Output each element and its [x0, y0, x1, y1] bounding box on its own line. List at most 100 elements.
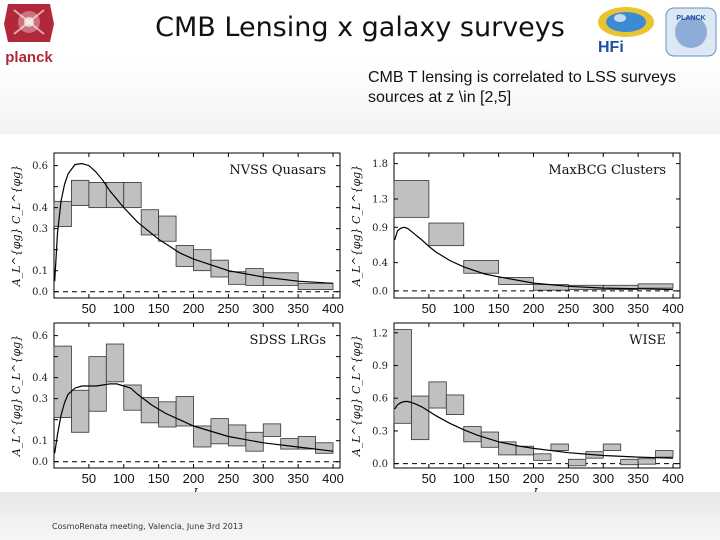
data-bin — [602, 443, 622, 451]
y-tick-label: 1.8 — [372, 159, 388, 170]
data-bin — [637, 283, 674, 289]
y-tick-label: 0.0 — [32, 457, 48, 468]
x-tick-label: 100 — [453, 471, 475, 486]
x-tick-label: 200 — [183, 471, 205, 486]
planck-logo-text: planck — [5, 49, 53, 66]
y-tick-label: 0.3 — [372, 426, 388, 437]
y-axis-label: A_L^{φg} C_L^{φg} — [350, 165, 363, 287]
theory-curve — [394, 226, 674, 291]
x-tick-label: 350 — [287, 301, 309, 316]
theory-curve — [394, 400, 674, 459]
data-bin — [463, 260, 500, 274]
y-tick-label: 0.3 — [32, 224, 48, 235]
x-tick-label: 350 — [627, 301, 649, 316]
data-bin — [445, 394, 465, 415]
y-tick-label: 0.6 — [32, 161, 48, 172]
x-tick-label: 50 — [422, 301, 436, 316]
chart-panel-1: 0.0 0.1 0.3 0.4 0.6 50 100 150 200 250 300 350 400 NV… — [10, 152, 344, 316]
y-tick-label: 0.6 — [372, 394, 388, 405]
panel-title: MaxBCG Clusters — [548, 163, 666, 178]
data-bin — [71, 179, 90, 206]
theory-curve — [54, 383, 334, 454]
y-tick-label: 0.4 — [372, 258, 388, 269]
x-axis-label: L — [192, 486, 200, 493]
footer-band — [0, 492, 720, 540]
y-tick-label: 0.1 — [32, 266, 48, 277]
x-tick-label: 300 — [592, 471, 614, 486]
x-tick-label: 100 — [113, 471, 135, 486]
data-bin — [88, 182, 107, 209]
y-tick-label: 0.3 — [32, 394, 48, 405]
x-tick-label: 400 — [322, 301, 344, 316]
x-tick-label: 300 — [252, 471, 274, 486]
data-bin — [210, 259, 229, 278]
panel-title: WISE — [629, 333, 666, 348]
y-tick-label: 0.0 — [372, 459, 388, 470]
hfi-logo-text: HFi — [598, 39, 624, 56]
data-bin — [71, 389, 90, 433]
x-tick-label: 150 — [488, 471, 510, 486]
y-tick-label: 0.9 — [372, 361, 388, 372]
data-bin — [567, 458, 587, 467]
data-bin — [428, 222, 465, 247]
data-bin — [411, 395, 430, 441]
data-bin — [140, 209, 160, 236]
x-tick-label: 50 — [82, 301, 96, 316]
x-tick-label: 50 — [82, 471, 96, 486]
x-tick-label: 100 — [113, 301, 135, 316]
y-axis-label: A_L^{φg} C_L^{φg} — [10, 335, 23, 457]
data-bin — [498, 277, 534, 285]
chart-panel-3: 0.0 0.1 0.3 0.4 0.6 50 100 150 200 250 300 350 400 SD… — [10, 322, 344, 493]
chart-panel-4: 0.0 0.3 0.6 0.9 1.2 50 100 150 200 250 300 350 400 WI… — [350, 322, 684, 493]
data-bin — [53, 345, 72, 418]
data-bin — [88, 356, 107, 412]
data-bin — [210, 418, 229, 445]
y-tick-label: 1.2 — [372, 328, 388, 339]
data-bin — [533, 453, 552, 461]
chart-panel-2: 0.0 0.4 0.9 1.3 1.8 50 100 150 200 250 300 350 400 Ma… — [350, 152, 684, 316]
slide-subtitle: CMB T lensing is correlated to LSS surve… — [368, 69, 676, 106]
panel-title: NVSS Quasars — [229, 163, 326, 178]
x-tick-label: 150 — [488, 301, 510, 316]
subtitle-band — [0, 60, 720, 134]
x-tick-label: 50 — [422, 471, 436, 486]
data-bin — [140, 397, 160, 424]
y-axis-label: A_L^{φg} C_L^{φg} — [10, 165, 23, 287]
x-tick-label: 300 — [252, 301, 274, 316]
data-bin — [515, 445, 534, 456]
data-bin — [175, 245, 194, 267]
data-bin — [550, 443, 569, 451]
data-bin — [393, 329, 412, 424]
x-tick-label: 100 — [453, 301, 475, 316]
footer-text: CosmoRenata meeting, Valencia, June 3rd … — [52, 522, 244, 531]
lfi-logo: PLANCK — [665, 7, 717, 57]
hfi-logo: HFi — [598, 7, 654, 56]
y-tick-label: 1.3 — [372, 194, 388, 205]
x-tick-label: 200 — [523, 301, 545, 316]
data-bin — [123, 182, 142, 209]
data-bin — [620, 458, 639, 466]
theory-curve — [54, 162, 334, 284]
y-tick-label: 0.1 — [32, 436, 48, 447]
data-bin — [158, 215, 177, 242]
data-bin — [262, 423, 282, 437]
data-bin — [315, 442, 334, 454]
x-tick-label: 350 — [287, 471, 309, 486]
x-tick-label: 150 — [148, 301, 170, 316]
y-tick-label: 0.0 — [32, 287, 48, 298]
y-tick-label: 0.4 — [32, 203, 48, 214]
x-tick-label: 300 — [592, 301, 614, 316]
x-axis-label: L — [532, 486, 540, 493]
y-tick-label: 0.6 — [32, 331, 48, 342]
panel-title: SDSS LRGs — [249, 333, 326, 348]
x-tick-label: 400 — [662, 471, 684, 486]
data-bin — [655, 450, 674, 458]
y-tick-label: 0.4 — [32, 373, 48, 384]
data-bin — [123, 384, 142, 411]
x-tick-label: 250 — [558, 301, 580, 316]
y-axis-label: A_L^{φg} C_L^{φg} — [350, 335, 363, 457]
lfi-logo-text: PLANCK — [676, 15, 705, 22]
data-bin — [428, 381, 447, 409]
data-bin — [175, 396, 194, 427]
x-tick-label: 250 — [218, 301, 240, 316]
